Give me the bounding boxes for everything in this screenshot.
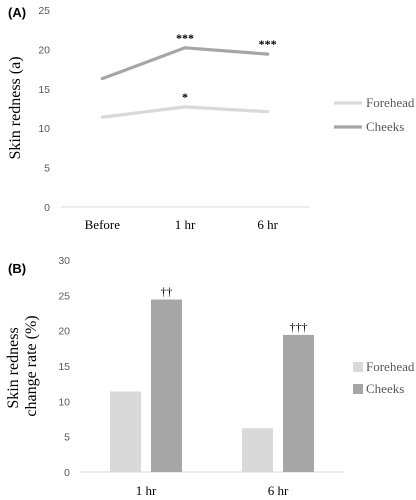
panel-b-label: (B) [8, 261, 26, 276]
panel-b-bar-forehead [110, 391, 141, 472]
panel-a-y-tick-label: 15 [38, 84, 50, 96]
panel-a-y-tick-label: 25 [38, 5, 50, 17]
panel-a-y-tick-label: 10 [38, 123, 50, 135]
panel-a-significance-marker: *** [259, 37, 277, 51]
panel-a-significance-marker: * [182, 90, 188, 104]
panel-a-data-point-forehead [100, 115, 104, 119]
panel-a-data-point-cheeks [100, 76, 104, 81]
panel-b-significance-marker: ††† [290, 320, 308, 334]
panel-b-x-tick-label: 6 hr [268, 483, 289, 498]
panel-a-significance-marker: *** [176, 31, 194, 45]
panel-a-series-line-cheeks [101, 46, 268, 81]
panel-b-y-axis-label: Skin redness change rate (%) [5, 315, 40, 416]
panel-a-data-point-cheeks [266, 52, 270, 56]
panel-a: (A) Skin redness (a) 0 5 10 15 20 25 Before 1 … [7, 5, 415, 232]
panel-a-y-tick-label: 0 [44, 202, 50, 214]
panel-b-legend-swatch-cheeks [353, 384, 363, 394]
panel-b-y-tick-label: 15 [58, 361, 70, 373]
panel-a-x-tick-label: Before [85, 217, 121, 232]
panel-b-y-tick-label: 30 [58, 255, 70, 267]
panel-b-legend-label-forehead: Forehead [366, 359, 415, 374]
panel-b-y-tick-label: 25 [58, 290, 70, 302]
panel-a-data-point-forehead [266, 110, 270, 114]
panel-a-x-tick-label: 6 hr [257, 217, 278, 232]
panel-b-y-tick-label: 0 [64, 467, 70, 479]
panel-b-y-axis-label-line-2: change rate (%) [23, 315, 40, 416]
panel-b-bar-forehead [242, 428, 273, 472]
panel-b-legend-swatch-forehead [353, 362, 363, 372]
panel-b-x-tick-label: 1 hr [136, 483, 157, 498]
panel-a-label: (A) [8, 5, 26, 20]
panel-a-x-tick-label: 1 hr [175, 217, 196, 232]
panel-a-legend-label-cheeks: Cheeks [366, 119, 404, 134]
panel-a-y-tick-label: 5 [44, 163, 50, 175]
panel-b-y-tick-label: 5 [64, 432, 70, 444]
panel-b-y-axis-label-line-1: Skin redness [5, 327, 22, 408]
panel-b-y-tick-label: 10 [58, 396, 70, 408]
panel-b-y-tick-label: 20 [58, 326, 70, 338]
panel-a-data-point-forehead [183, 105, 187, 109]
panel-b-bar-cheeks [283, 334, 314, 472]
panel-b-bar-cheeks [151, 299, 182, 472]
panel-a-y-axis-label: Skin redness (a) [7, 56, 24, 159]
panel-a-data-point-cheeks [183, 46, 187, 50]
panel-b-legend-label-cheeks: Cheeks [366, 381, 404, 396]
panel-b-significance-marker: †† [161, 285, 173, 299]
panel-a-legend-label-forehead: Forehead [366, 95, 415, 110]
panel-b: (B) Skin redness change rate (%) 0 5 10 15 2… [5, 255, 415, 498]
panel-a-y-tick-label: 20 [38, 44, 50, 56]
